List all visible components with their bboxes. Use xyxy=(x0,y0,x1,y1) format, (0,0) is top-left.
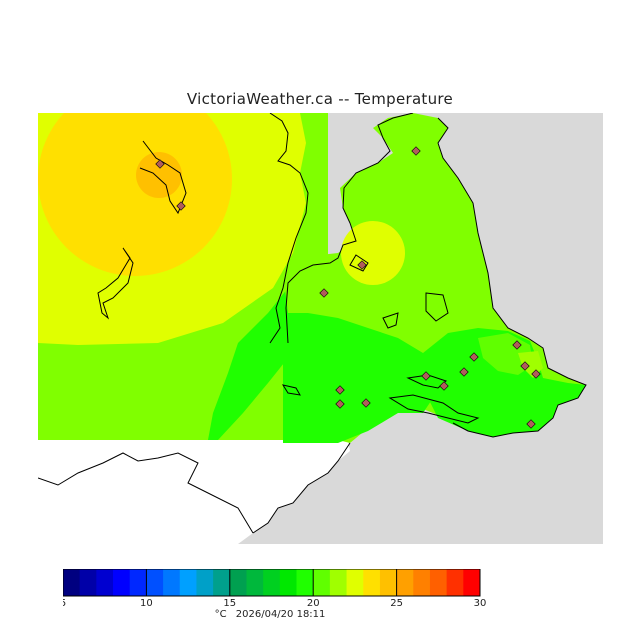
legend-swatch xyxy=(279,569,298,596)
coastlines xyxy=(38,113,587,534)
legend-swatch xyxy=(296,569,314,596)
legend-tick-label: 20 xyxy=(307,598,320,609)
legend-timestamp: 2026/04/20 18:11 xyxy=(235,609,326,620)
legend-swatch xyxy=(346,569,364,596)
legend-swatch xyxy=(413,569,431,596)
legend-swatches xyxy=(63,569,481,597)
map-title: VictoriaWeather.ca -- Temperature xyxy=(186,90,454,108)
station-marker[interactable] xyxy=(361,398,371,408)
station-marker[interactable] xyxy=(520,361,530,371)
legend-swatch xyxy=(146,569,164,596)
legend-tick-label: 15 xyxy=(223,598,236,609)
legend-swatch xyxy=(179,569,197,596)
legend-swatch xyxy=(363,569,381,596)
legend-swatch xyxy=(396,569,414,596)
station-marker[interactable] xyxy=(411,146,421,156)
station-marker[interactable] xyxy=(176,201,186,211)
western-temperature-field xyxy=(38,113,328,440)
temperature-map xyxy=(38,113,603,544)
station-marker[interactable] xyxy=(459,367,469,377)
legend-swatch xyxy=(163,569,181,596)
legend-swatch xyxy=(429,569,448,596)
legend-tick-label: 30 xyxy=(474,598,487,609)
legend-swatch xyxy=(329,569,348,596)
legend-swatch xyxy=(79,569,97,596)
legend-ticks: 5 10 15 20 25 30 xyxy=(63,569,486,609)
southern-landmass xyxy=(38,440,350,544)
station-marker[interactable] xyxy=(469,352,479,362)
legend-swatch xyxy=(113,569,131,596)
station-marker[interactable] xyxy=(439,381,449,391)
legend-swatch xyxy=(379,569,398,596)
legend-tick-label: 5 xyxy=(63,598,66,609)
station-marker[interactable] xyxy=(357,260,367,270)
legend-unit: °C xyxy=(214,609,227,620)
station-marker[interactable] xyxy=(155,159,165,169)
eastern-temperature-field xyxy=(283,113,586,443)
legend-swatch xyxy=(463,569,481,596)
station-marker[interactable] xyxy=(421,371,431,381)
legend-swatch xyxy=(313,569,331,596)
legend-swatch xyxy=(63,569,81,596)
legend-swatch xyxy=(129,569,147,596)
legend-tick-label: 10 xyxy=(140,598,153,609)
station-marker[interactable] xyxy=(319,288,329,298)
temperature-legend: 5 10 15 20 25 30 xyxy=(63,569,486,609)
station-markers xyxy=(155,146,541,429)
station-marker[interactable] xyxy=(526,419,536,429)
station-marker[interactable] xyxy=(335,399,345,409)
legend-swatch xyxy=(263,569,281,596)
legend-swatch xyxy=(229,569,247,596)
legend-swatch xyxy=(96,569,114,596)
legend-swatch xyxy=(196,569,214,596)
station-marker[interactable] xyxy=(512,340,522,350)
legend-swatch xyxy=(446,569,464,596)
station-marker[interactable] xyxy=(335,385,345,395)
station-marker[interactable] xyxy=(531,369,541,379)
legend-tick-label: 25 xyxy=(390,598,403,609)
legend-swatch xyxy=(213,569,231,596)
green-band-southwest xyxy=(38,273,323,440)
legend-footer: °C 2026/04/20 18:11 xyxy=(0,609,540,620)
legend-swatch xyxy=(246,569,264,596)
